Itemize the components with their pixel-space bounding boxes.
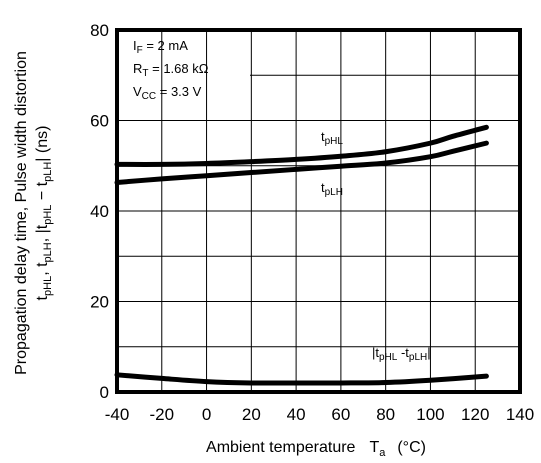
x-tick-label: 20 — [242, 405, 261, 424]
x-tick-label: -40 — [105, 405, 130, 424]
x-tick-label: 140 — [506, 405, 534, 424]
series-label-tphl: tpHL — [321, 129, 343, 147]
series-label-distortion: |tpHL -tpLH| — [372, 345, 431, 363]
y-tick-label: 0 — [100, 383, 109, 402]
condition-vcc: VCC = 3.3 V — [133, 84, 202, 102]
series-label-tplh: tpLH — [321, 180, 343, 198]
series-line-2 — [114, 372, 489, 386]
y-tick-label: 60 — [90, 112, 109, 131]
x-tick-label: 60 — [331, 405, 350, 424]
condition-rt: RT = 1.68 kΩ — [133, 61, 209, 79]
x-tick-label: 100 — [416, 405, 444, 424]
x-tick-label: 80 — [376, 405, 395, 424]
series-line-0 — [114, 124, 489, 167]
y-axis-label-line1: Propagation delay time, Pulse width dist… — [13, 51, 30, 375]
plot-frame — [115, 28, 522, 394]
x-tick-label: 40 — [287, 405, 306, 424]
condition-if: IF = 2 mA — [133, 38, 188, 56]
y-tick-label: 80 — [90, 21, 109, 40]
x-tick-label: -20 — [149, 405, 174, 424]
y-axis-label-line2: tpHL, tpLH, |tpHL − tpLH| (ns) — [34, 126, 54, 301]
x-tick-label: 0 — [202, 405, 211, 424]
x-tick-label: 120 — [461, 405, 489, 424]
tick-labels: -40 -20 0 20 40 60 80 100 120 140 0 20 40 60 80 — [90, 21, 534, 424]
y-tick-label: 20 — [90, 293, 109, 312]
series-line-1 — [114, 140, 489, 185]
series-lines — [114, 124, 489, 386]
y-tick-label: 40 — [90, 202, 109, 221]
x-axis-label: Ambient temperature Ta (°C) — [206, 439, 426, 459]
